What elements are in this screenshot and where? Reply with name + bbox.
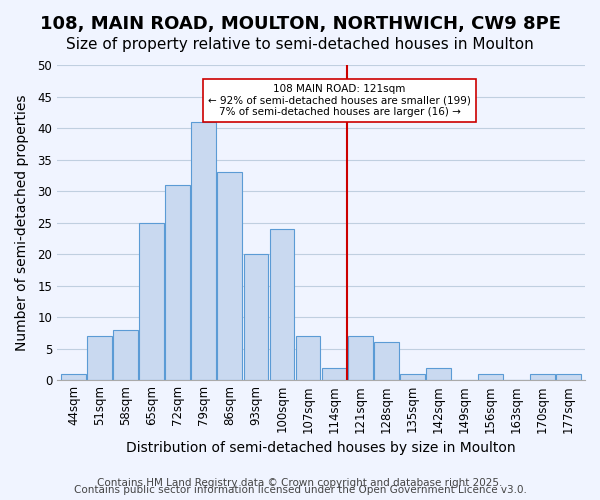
Bar [322,368,347,380]
Bar [556,374,581,380]
Bar [113,330,139,380]
Bar [88,336,112,380]
Bar [478,374,503,380]
Bar [61,374,86,380]
Bar [166,185,190,380]
Bar [347,336,373,380]
Bar [244,254,268,380]
Text: Contains HM Land Registry data © Crown copyright and database right 2025.: Contains HM Land Registry data © Crown c… [97,478,503,488]
Y-axis label: Number of semi-detached properties: Number of semi-detached properties [15,94,29,351]
X-axis label: Distribution of semi-detached houses by size in Moulton: Distribution of semi-detached houses by … [126,441,516,455]
Text: 108, MAIN ROAD, MOULTON, NORTHWICH, CW9 8PE: 108, MAIN ROAD, MOULTON, NORTHWICH, CW9 … [40,15,560,33]
Bar [400,374,425,380]
Bar [530,374,554,380]
Bar [296,336,320,380]
Bar [191,122,217,380]
Bar [269,229,295,380]
Bar [425,368,451,380]
Bar [374,342,398,380]
Text: Contains public sector information licensed under the Open Government Licence v3: Contains public sector information licen… [74,485,526,495]
Bar [217,172,242,380]
Text: 108 MAIN ROAD: 121sqm
← 92% of semi-detached houses are smaller (199)
7% of semi: 108 MAIN ROAD: 121sqm ← 92% of semi-deta… [208,84,471,117]
Text: Size of property relative to semi-detached houses in Moulton: Size of property relative to semi-detach… [66,38,534,52]
Bar [139,222,164,380]
